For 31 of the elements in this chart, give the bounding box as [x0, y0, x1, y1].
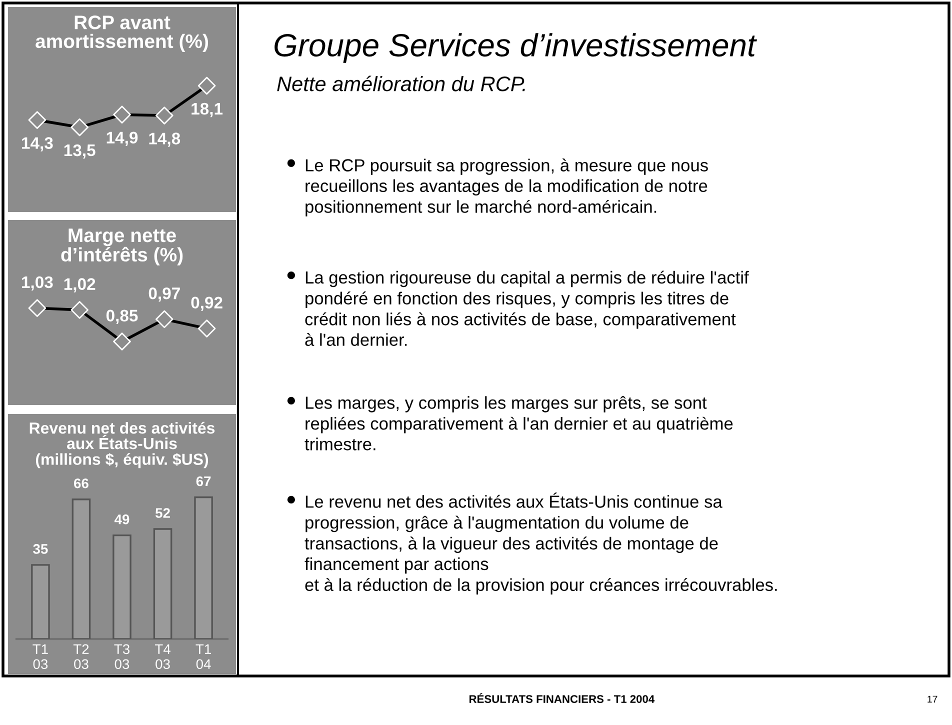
x-tick-label: T1 03 — [32, 644, 48, 670]
data-label: 67 — [196, 476, 211, 486]
data-label: 0,92 — [191, 296, 222, 311]
text: 17 — [928, 696, 938, 703]
data-label: 1,02 — [64, 278, 96, 292]
chart-title: Revenu net des activités aux États-Unis (millions $, équiv. $US) — [30, 422, 215, 468]
text: Groupe Services d’investissement — [274, 33, 758, 63]
data-label: 0,85 — [106, 310, 138, 324]
data-label: 1,03 — [22, 276, 53, 291]
data-label: 14,8 — [149, 132, 180, 147]
x-tick-label: T2 03 — [73, 644, 89, 670]
text: Les marges, y compris les marges sur prêts, se sont repliées comparativement à l'an dernier et au quatrième trimestre. — [304, 396, 733, 450]
data-label: 13,5 — [64, 144, 96, 159]
data-label: 35 — [33, 544, 48, 554]
x-tick-label: T1 04 — [196, 644, 211, 670]
text: Le revenu net des activités aux États-Unis continue sa progression, grâce à l'augmentation du volume de transactions, à la vigueur des activités de montage de financement par actions et à la réduction de la provision pour créances irrécouvrables. — [304, 492, 777, 594]
data-label: 0,97 — [148, 287, 180, 302]
x-tick-label: T4 03 — [154, 644, 170, 670]
text: RÉSULTATS FINANCIERS - T1 2004 — [470, 693, 655, 703]
data-label: 14,3 — [22, 137, 53, 152]
x-tick-label: T3 03 — [114, 644, 130, 670]
data-label: 49 — [114, 514, 130, 524]
chart-title: RCP avant amortissement (%) — [36, 16, 208, 52]
text: Le RCP poursuit sa progression, à mesure que nous recueillons les avantages de la modification de notre positionnement sur le marché nord-américain. — [306, 158, 708, 216]
text: La gestion rigoureuse du capital a permis de réduire l'actif pondéré en fonction des risques, y compris les titres de crédit non liés à nos activités de base, comparativement à l'an dernier. — [305, 270, 749, 346]
text: Nette amélioration du RCP. — [277, 76, 525, 92]
data-label: 18,1 — [192, 102, 223, 118]
data-label: 66 — [74, 478, 88, 488]
data-label: 14,9 — [106, 132, 138, 146]
chart-title: Marge nette d’intérêts (%) — [61, 228, 183, 266]
data-label: 52 — [155, 508, 170, 518]
